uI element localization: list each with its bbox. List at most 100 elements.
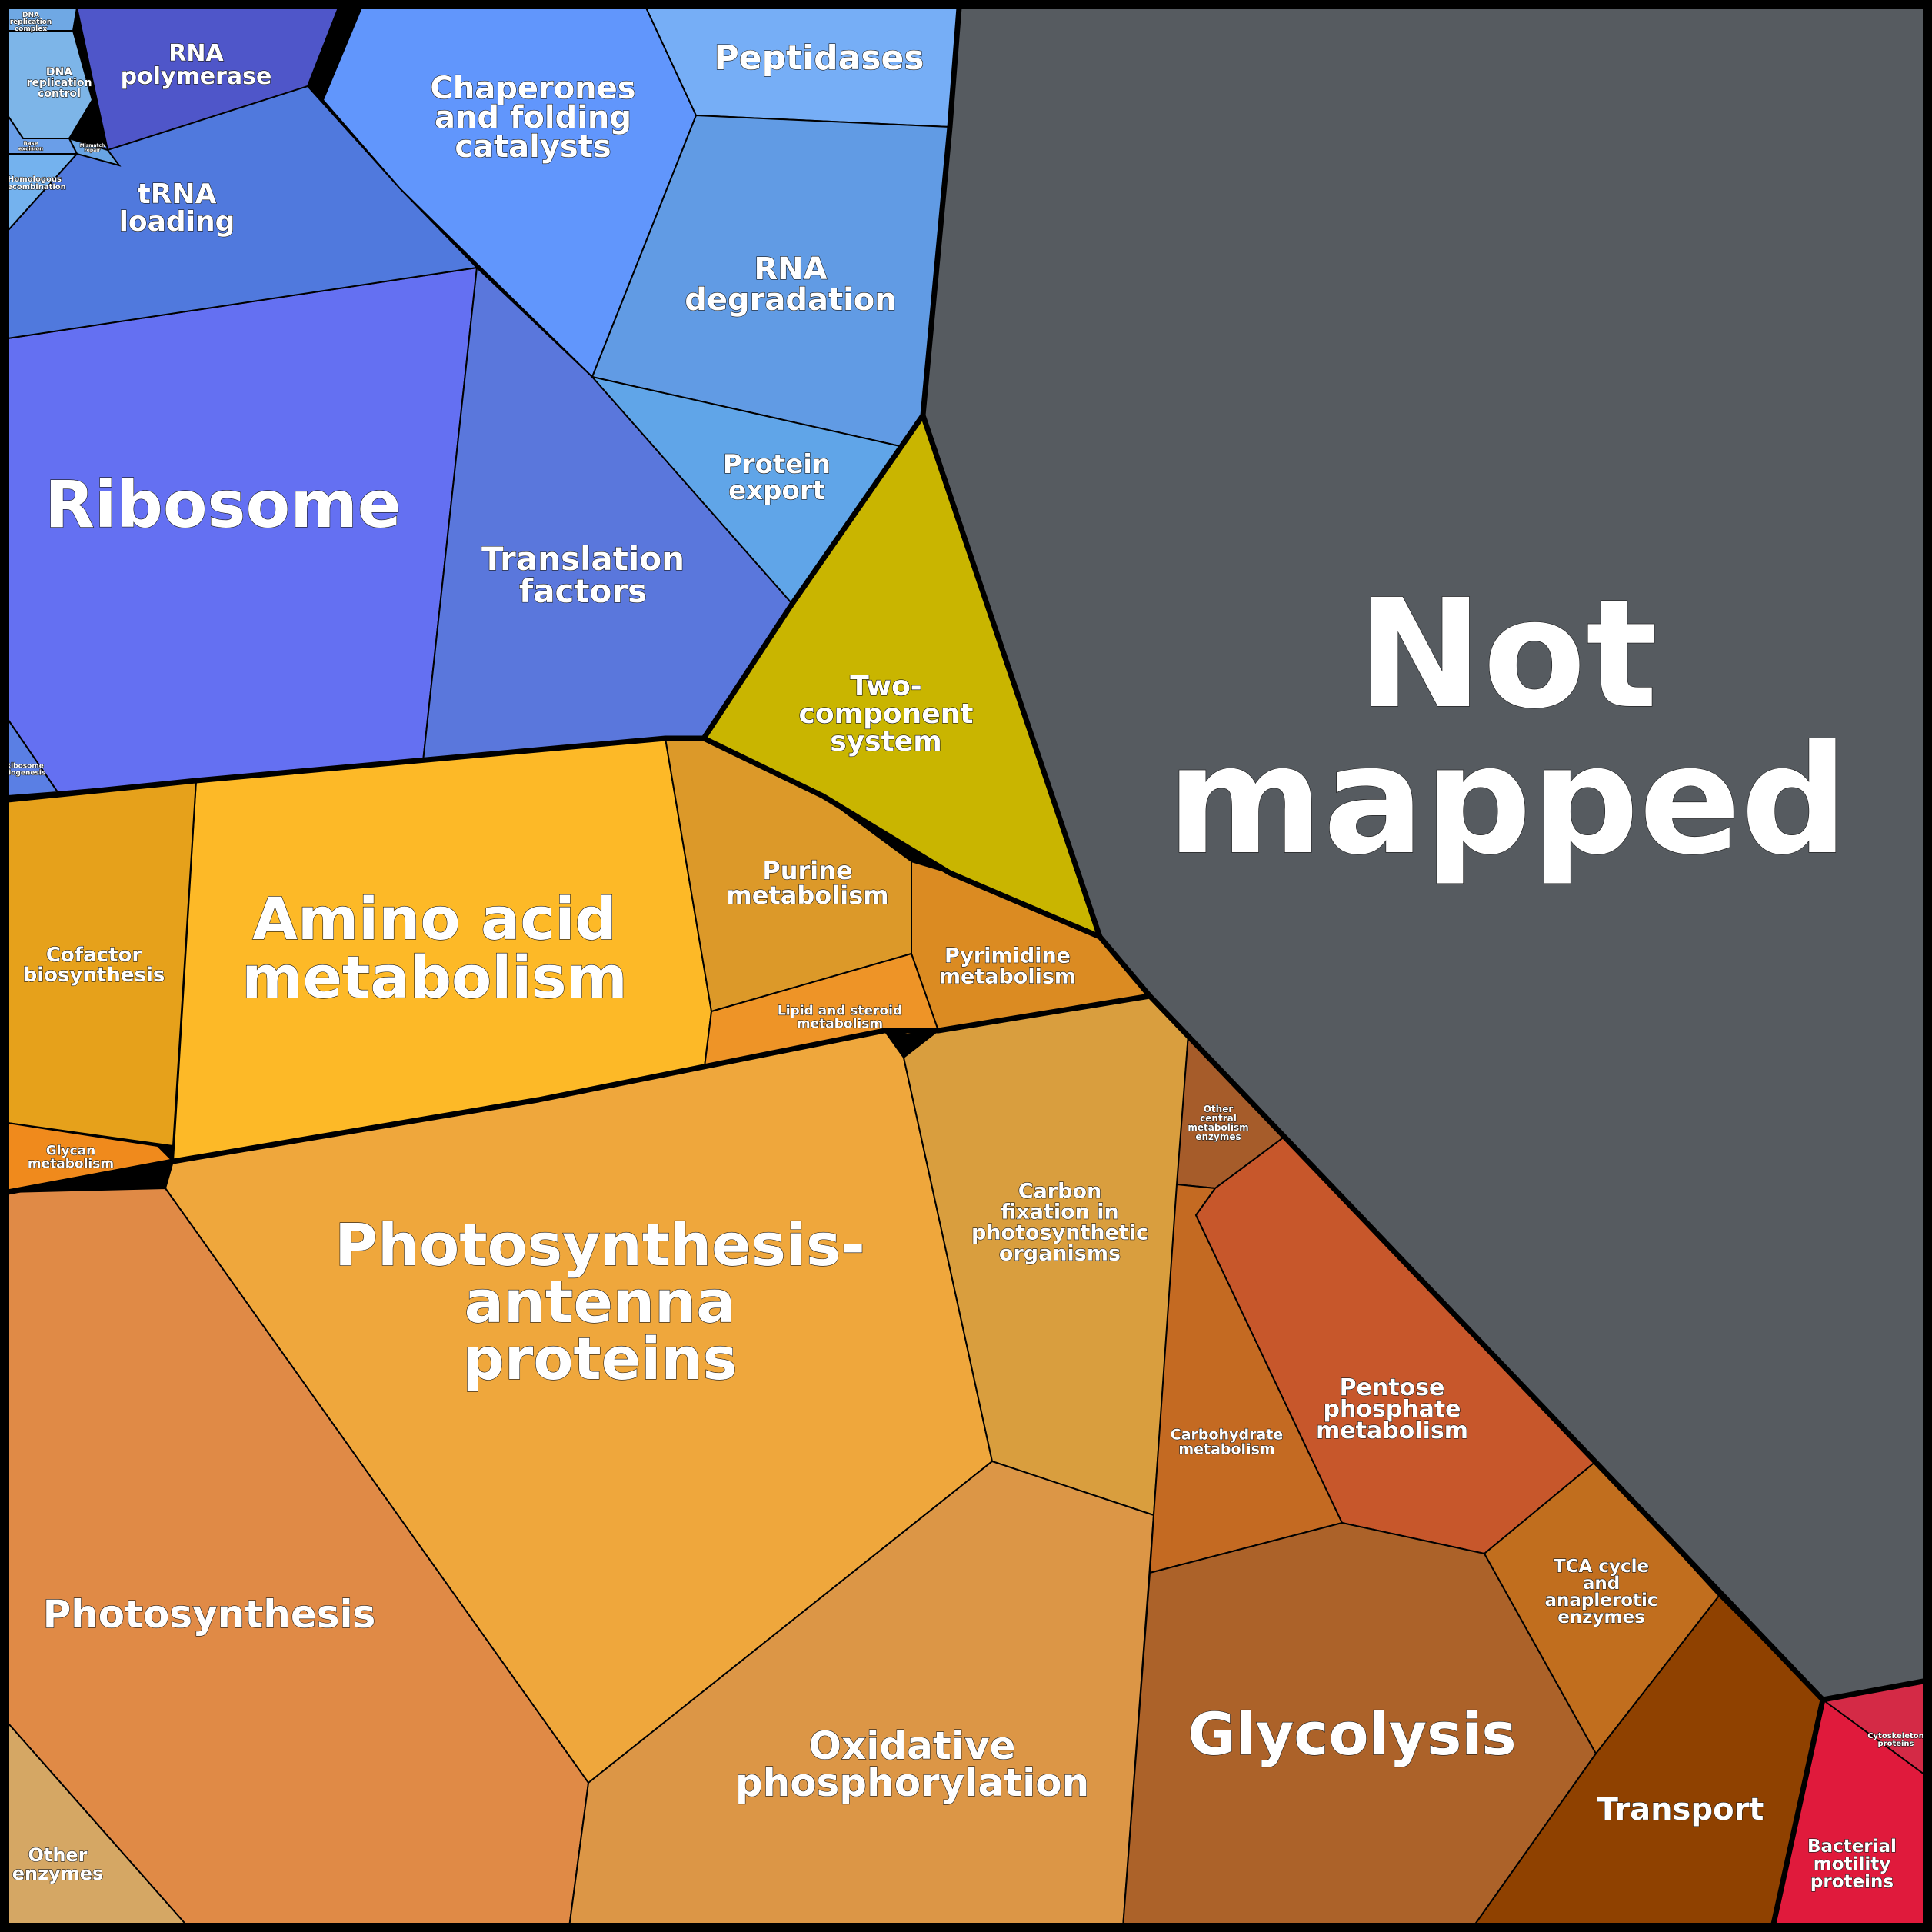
label-line: and folding [435,100,631,135]
group-border [702,735,1101,940]
label-line: Other [28,1844,87,1866]
label-pyrimidine-metabolism: Pyrimidine metabolism [939,944,1076,988]
label-line: RNA [754,251,827,287]
label-ribosome: Ribosome [45,467,401,542]
label-rna-degradation: RNA degradation [685,251,897,318]
label-line: Chaperones [430,71,635,106]
label-line: replication [10,18,52,26]
label-bacterial-motility: Bacterial motility proteins [1807,1837,1897,1892]
label-line: antenna [465,1267,736,1336]
label-protein-export: Protein export [723,449,831,506]
label-line: Cytoskeleton [1867,1732,1924,1740]
label-lipid-steroid-metabolism: Lipid and steroid metabolism [778,1004,902,1032]
label-line: proteins [1810,1872,1894,1892]
label-line: Pyrimidine [944,944,1071,968]
label-homologous-recombination: Homologous recombination [3,175,66,192]
label-tca-cycle: TCA cycle and anaplerotic enzymes [1544,1557,1657,1627]
label-line: degradation [685,282,897,318]
label-two-component-system: Two-component system [799,671,974,758]
label-transport: Transport [1597,1792,1764,1827]
label-line: biogenesis [4,769,46,777]
label-dna-replication-complex: DNA replication complex [10,12,52,33]
label-chaperones: Chaperones and folding catalysts [430,71,635,165]
label-line: Ribosome [45,467,401,542]
label-line: metabolism [939,964,1076,988]
label-line: Photosynthesis- [335,1211,865,1279]
label-line: component [799,698,974,730]
label-line: Homologous [8,175,62,184]
label-line: and [1583,1574,1620,1594]
label-glycolysis: Glycolysis [1188,1700,1516,1768]
label-line: organisms [999,1241,1121,1265]
label-line: fixation in [1001,1200,1118,1224]
label-line: tRNA [138,178,217,210]
label-line: Two- [850,671,922,702]
label-line: system [830,726,941,758]
label-rna-polymerase: RNA polymerase [121,40,272,90]
label-line: metabolism [1178,1441,1274,1457]
label-line: TCA cycle [1554,1557,1649,1577]
label-base-excision: Base excision [18,141,43,152]
group-border [1770,1699,1826,1928]
label-line: factors [519,572,647,610]
label-line: enzymes [12,1863,104,1884]
label-line: Carbon [1018,1179,1101,1203]
label-line: metabolism [28,1157,114,1172]
label-line: DNA [46,66,72,78]
label-line: proteins [1877,1740,1914,1748]
label-carbohydrate-metabolism: Carbohydrate metabolism [1171,1426,1283,1457]
label-line: catalysts [455,129,611,165]
label-trna-loading: tRNA loading [119,178,235,238]
label-line: central [1200,1113,1237,1124]
label-line: phosphate [1323,1396,1461,1423]
label-line: Carbohydrate [1171,1426,1283,1443]
label-ribosome-biogenesis: Ribosome biogenesis [4,762,46,777]
label-line: proteins [462,1324,737,1393]
label-line: replication [27,77,92,89]
label-line: enzymes [1195,1131,1241,1142]
label-line: Mismatch [80,143,105,148]
label-line: Lipid and steroid [778,1004,902,1019]
label-line: DNA [22,12,39,19]
label-translation-factors: Translation factors [481,540,685,610]
label-not-mapped: Not mapped [1167,567,1848,888]
label-dna-replication-control: DNA replication control [27,66,92,100]
label-line: control [38,88,81,100]
label-line: Peptidases [714,38,924,78]
label-line: mapped [1167,713,1848,888]
label-photosynthesis: Photosynthesis [43,1592,376,1637]
label-line: Base [24,141,38,147]
group-border [7,993,1151,1195]
label-line: metabolism [797,1017,883,1032]
label-line: polymerase [121,63,272,90]
label-line: repair [85,148,100,153]
label-line: Not [1357,567,1657,741]
label-mismatch-repair: Mismatch repair [80,143,105,153]
label-line: motility [1814,1854,1890,1874]
label-line: biosynthesis [23,964,165,987]
label-carbon-fixation: Carbon fixation in photosynthetic organisms [971,1179,1148,1265]
label-amino-acid-metabolism: Amino acid metabolism [242,884,628,1011]
label-other-enzymes: Other enzymes [12,1844,104,1884]
label-line: Pentose [1340,1374,1445,1401]
label-line: export [728,475,825,506]
label-line: metabolism [1188,1122,1248,1133]
label-line: Amino acid [252,884,617,953]
label-line: enzymes [1557,1607,1645,1627]
label-line: loading [119,206,235,238]
label-other-central-metabolism: Other central metabolism enzymes [1188,1104,1248,1142]
label-line: Photosynthesis [43,1592,376,1637]
label-line: Purine [762,856,852,885]
label-line: metabolism [1316,1417,1468,1444]
label-cofactor-biosynthesis: Cofactor biosynthesis [23,944,165,987]
label-line: Bacterial [1807,1837,1897,1857]
label-line: Other [1204,1104,1234,1114]
label-line: metabolism [242,943,628,1011]
label-line: photosynthetic [971,1221,1148,1244]
label-line: phosphorylation [735,1760,1089,1805]
label-line: anaplerotic [1544,1591,1657,1611]
label-peptidases: Peptidases [714,38,924,78]
label-glycan-metabolism: Glycan metabolism [28,1144,114,1172]
group-border [7,414,925,803]
